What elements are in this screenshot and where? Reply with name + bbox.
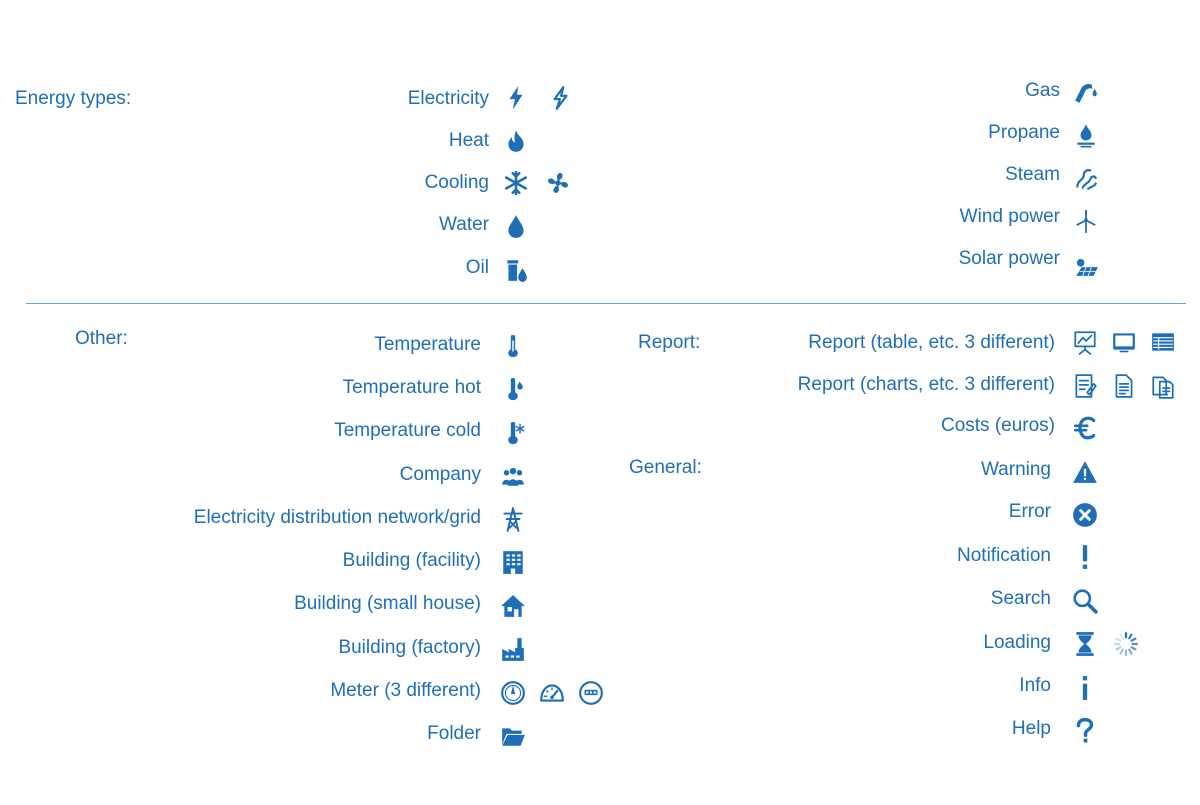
office-building-icon xyxy=(499,548,527,576)
label-report-charts: Report (charts, etc. 3 different) xyxy=(797,374,1055,395)
document-icon xyxy=(1110,372,1138,400)
label-error: Error xyxy=(1008,501,1051,522)
people-group-icon xyxy=(499,462,527,490)
label-company: Company xyxy=(399,464,481,485)
documents-stack-icon xyxy=(1149,372,1177,400)
house-icon xyxy=(499,592,527,620)
folder-icon xyxy=(499,722,527,750)
presentation-board-icon xyxy=(1071,328,1099,356)
other-heading: Other: xyxy=(75,328,128,349)
monitor-icon xyxy=(1110,328,1138,356)
speedometer-icon xyxy=(538,679,566,707)
label-cooling: Cooling xyxy=(424,172,489,193)
lightning-bolt-icon xyxy=(502,84,530,112)
label-help: Help xyxy=(1011,718,1051,739)
label-propane: Propane xyxy=(988,122,1060,143)
label-meter: Meter (3 different) xyxy=(330,680,481,701)
label-oil: Oil xyxy=(465,257,489,278)
label-building-facility: Building (facility) xyxy=(342,550,481,571)
snowflake-icon xyxy=(502,169,530,197)
notebook-icon xyxy=(1071,372,1099,400)
meter-gauge-icon xyxy=(577,679,605,707)
thermometer-icon xyxy=(499,332,527,360)
solar-panel-icon xyxy=(1072,251,1100,279)
label-heat: Heat xyxy=(448,130,489,151)
exclamation-icon xyxy=(1071,543,1099,571)
label-steam: Steam xyxy=(1005,164,1060,185)
meter-dial-icon xyxy=(499,679,527,707)
factory-icon xyxy=(499,635,527,663)
label-building-house: Building (small house) xyxy=(294,593,481,614)
general-heading: General: xyxy=(629,457,702,478)
label-search: Search xyxy=(990,588,1051,609)
label-warning: Warning xyxy=(980,459,1051,480)
label-notification: Notification xyxy=(957,545,1051,566)
label-building-factory: Building (factory) xyxy=(338,637,481,658)
label-temperature: Temperature xyxy=(374,334,481,355)
label-report-table: Report (table, etc. 3 different) xyxy=(808,332,1055,353)
magnifier-icon xyxy=(1071,587,1099,615)
label-wind-power: Wind power xyxy=(959,206,1060,227)
info-icon xyxy=(1071,674,1099,702)
propane-burner-icon xyxy=(1072,121,1100,149)
fan-icon xyxy=(544,169,572,197)
oil-barrel-icon xyxy=(502,256,530,284)
label-costs: Costs (euros) xyxy=(940,415,1055,436)
energy-types-heading: Energy types: xyxy=(15,88,132,109)
report-heading: Report: xyxy=(638,332,701,353)
label-info: Info xyxy=(1019,675,1051,696)
error-circle-icon xyxy=(1071,501,1099,529)
warning-triangle-icon xyxy=(1071,458,1099,486)
euro-icon xyxy=(1071,414,1099,442)
question-icon xyxy=(1071,717,1099,745)
label-electricity: Electricity xyxy=(407,88,489,109)
wind-turbine-icon xyxy=(1072,207,1100,235)
label-grid: Electricity distribution network/grid xyxy=(193,507,481,528)
gas-nozzle-icon xyxy=(1072,78,1100,106)
power-pylon-icon xyxy=(499,505,527,533)
thermometer-cold-icon xyxy=(499,419,527,447)
spinner-icon xyxy=(1112,630,1140,658)
label-solar-power: Solar power xyxy=(958,248,1060,269)
label-temperature-hot: Temperature hot xyxy=(342,377,481,398)
lightning-bolt-outline-icon xyxy=(546,84,574,112)
label-temperature-cold: Temperature cold xyxy=(334,420,481,441)
thermometer-hot-icon xyxy=(499,375,527,403)
hourglass-icon xyxy=(1071,630,1099,658)
label-gas: Gas xyxy=(1025,80,1060,101)
water-drop-icon xyxy=(502,212,530,240)
section-divider xyxy=(26,303,1186,304)
table-icon xyxy=(1149,328,1177,356)
label-loading: Loading xyxy=(983,632,1051,653)
label-folder: Folder xyxy=(427,723,481,744)
steam-icon xyxy=(1072,164,1100,192)
flame-icon xyxy=(502,127,530,155)
label-water: Water xyxy=(439,214,489,235)
